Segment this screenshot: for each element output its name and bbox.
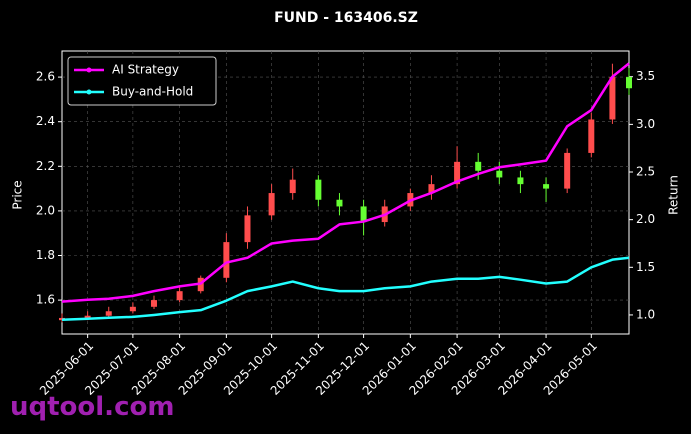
candle-body <box>129 306 136 312</box>
watermark: uqtool.com <box>10 392 175 422</box>
candle-body <box>543 184 550 189</box>
y-tick-label: 1.8 <box>36 248 55 262</box>
y-tick-label: 2.4 <box>36 114 55 128</box>
candle-body <box>289 179 296 194</box>
legend-marker <box>86 89 92 95</box>
legend: AI Strategy Buy-and-Hold <box>67 56 217 106</box>
legend-label: Buy-and-Hold <box>112 85 193 99</box>
candle-body <box>475 161 482 171</box>
plot-frame <box>61 50 630 335</box>
y2-axis-label: Return <box>667 175 681 215</box>
candle-body <box>150 300 157 307</box>
y-tick-label: 1.6 <box>36 293 55 307</box>
candle-body <box>315 179 322 200</box>
candle-body <box>454 161 461 185</box>
y2-tick-label: 2.5 <box>636 165 655 179</box>
candle-body <box>223 242 230 278</box>
y-tick-label: 2.2 <box>36 159 55 173</box>
candle-body <box>176 291 183 301</box>
y2-tick-label: 3.0 <box>636 117 655 131</box>
y-tick-label: 2.0 <box>36 203 55 217</box>
y2-tick-label: 3.5 <box>636 69 655 83</box>
candle-body <box>428 184 435 194</box>
legend-label: AI Strategy <box>112 63 179 77</box>
candle-body <box>564 152 571 189</box>
y2-tick-label: 1.5 <box>636 260 655 274</box>
candle-body <box>244 215 251 243</box>
y-axis-label: Price <box>11 180 25 209</box>
series-line <box>61 256 630 321</box>
chart-title: FUND - 163406.SZ <box>274 10 418 26</box>
candle-body <box>268 193 275 216</box>
candle-body <box>360 206 367 223</box>
candle-body <box>609 77 616 120</box>
candle-body <box>517 177 524 185</box>
candle-body <box>105 311 112 316</box>
candle-body <box>496 170 503 178</box>
legend-box <box>67 56 217 106</box>
legend-marker <box>86 67 92 73</box>
candle-body <box>84 315 91 318</box>
candle-body <box>336 199 343 207</box>
y2-tick-label: 2.0 <box>636 212 655 226</box>
series-line <box>61 62 630 303</box>
y2-tick-label: 1.0 <box>636 307 655 321</box>
y-tick-label: 2.6 <box>36 70 55 84</box>
candle-body <box>626 77 632 89</box>
candle-body <box>588 119 595 153</box>
